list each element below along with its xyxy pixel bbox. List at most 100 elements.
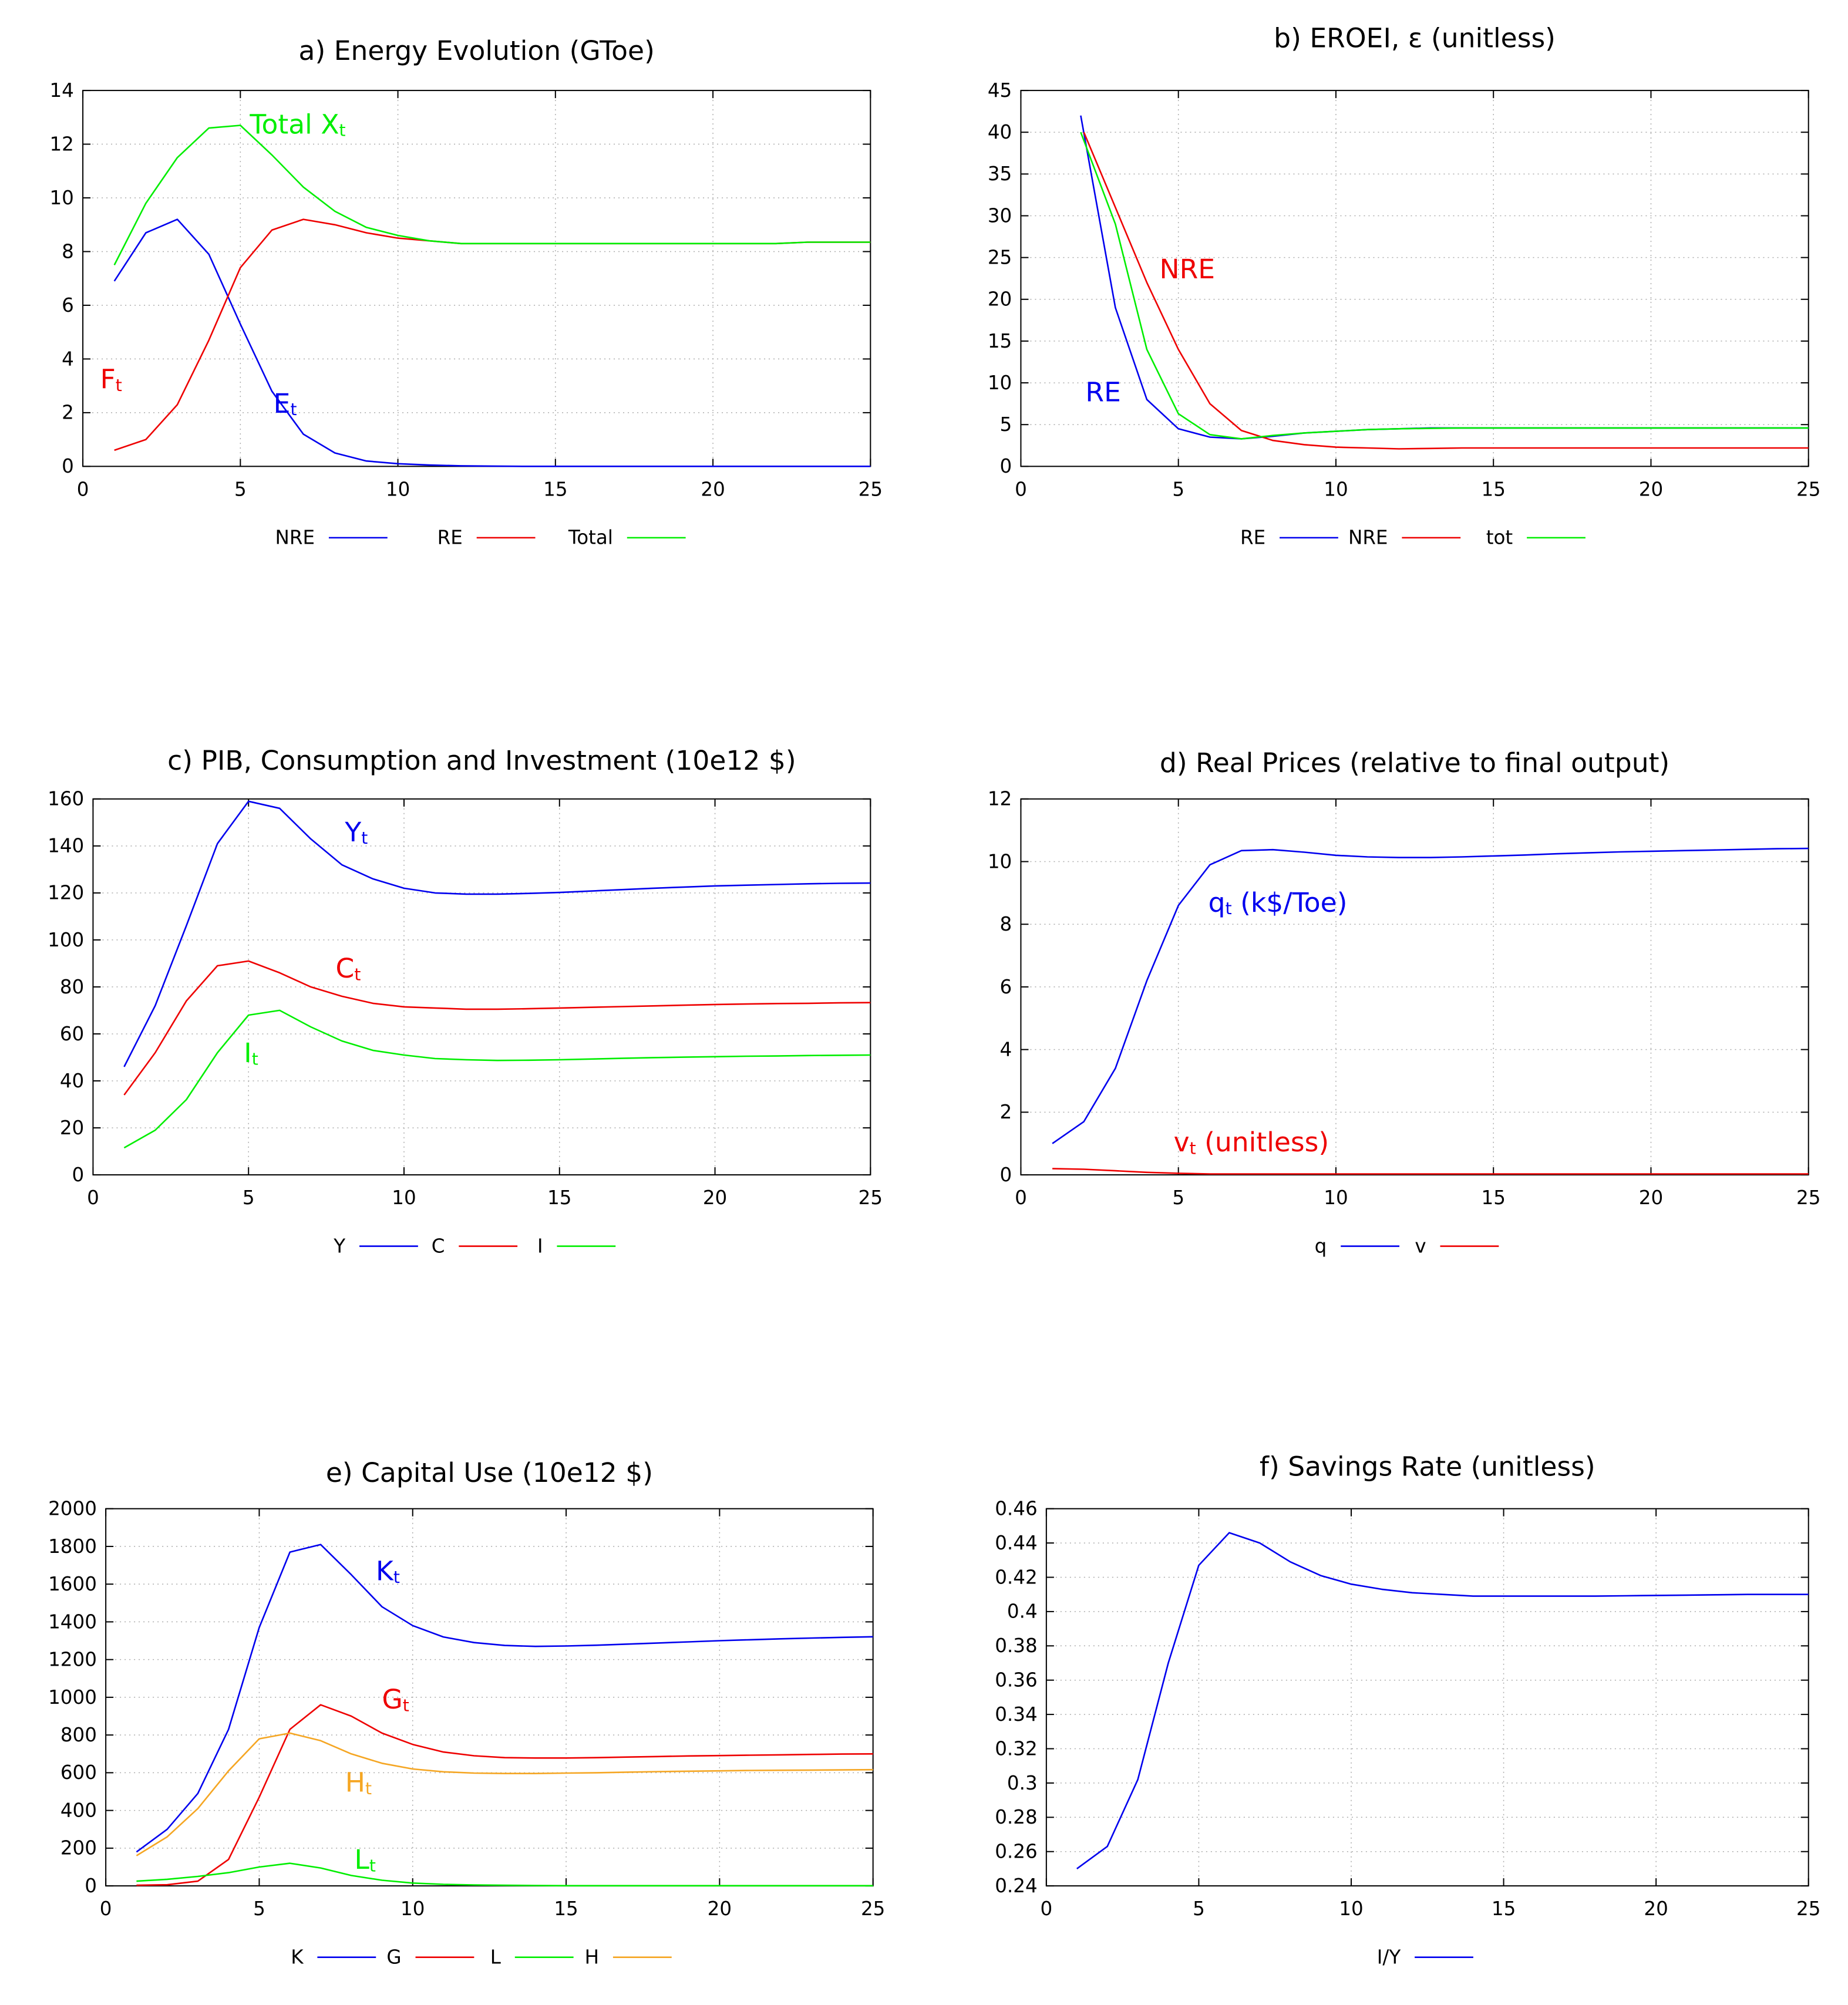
x-tick-label: 15 <box>1492 1898 1516 1920</box>
annotation-text: v <box>1174 1127 1190 1158</box>
y-tick-label: 0 <box>72 1164 85 1186</box>
y-tick-label: 0.46 <box>995 1498 1037 1520</box>
series-line-k <box>136 1544 873 1853</box>
annotation-label: vt (unitless) <box>1174 1127 1329 1158</box>
annotation-text: NRE <box>1160 254 1216 285</box>
x-tick-label: 20 <box>1639 478 1663 500</box>
chart-panel-c: c) PIB, Consumption and Investment (10e1… <box>48 745 883 1258</box>
x-tick-label: 15 <box>1481 478 1505 500</box>
annotation-label: Ft <box>100 364 122 395</box>
y-tick-label: 2 <box>1000 1101 1012 1123</box>
annotation-subscript: t <box>393 1568 400 1587</box>
x-tick-label: 0 <box>87 1187 99 1209</box>
x-tick-label: 15 <box>543 478 567 500</box>
plot-frame <box>1020 90 1809 467</box>
x-tick-label: 0 <box>77 478 89 500</box>
x-tick-label: 25 <box>1796 478 1820 500</box>
chart-title: c) PIB, Consumption and Investment (10e1… <box>167 745 796 776</box>
legend: RE NRE tot <box>1240 527 1586 549</box>
annotation-label: Ct <box>335 953 361 984</box>
chart-title: e) Capital Use (10e12 $) <box>326 1457 653 1488</box>
y-tick-label: 0.28 <box>995 1806 1037 1828</box>
legend-label: L <box>490 1946 501 1969</box>
legend-label: I/Y <box>1377 1946 1401 1969</box>
y-tick-label: 1400 <box>48 1610 97 1633</box>
annotation-text: H <box>345 1767 365 1798</box>
y-tick-label: 6 <box>1000 976 1012 998</box>
y-tick-label: 0 <box>85 1875 97 1897</box>
y-tick-label: 0.32 <box>995 1737 1037 1760</box>
y-tick-label: 8 <box>62 240 74 262</box>
y-tick-label: 12 <box>988 788 1012 810</box>
annotation-label: Yt <box>344 817 368 848</box>
y-tick-label: 1600 <box>48 1573 97 1595</box>
legend-label: v <box>1415 1235 1426 1257</box>
legend-label: q <box>1315 1235 1327 1257</box>
y-tick-label: 120 <box>48 882 84 904</box>
annotation-text: I <box>244 1037 251 1069</box>
y-tick-label: 0.3 <box>1007 1772 1038 1794</box>
x-tick-label: 0 <box>100 1898 112 1920</box>
x-tick-label: 5 <box>1193 1898 1205 1920</box>
y-tick-label: 30 <box>988 204 1012 227</box>
y-tick-label: 800 <box>60 1724 97 1746</box>
annotation-subscript: t <box>290 400 297 419</box>
y-tick-label: 0 <box>62 455 74 477</box>
x-tick-label: 5 <box>253 1898 265 1920</box>
y-tick-label: 0 <box>1000 1164 1012 1186</box>
y-tick-label: 35 <box>988 163 1012 185</box>
y-tick-label: 15 <box>988 330 1012 352</box>
series-line-g <box>136 1704 873 1886</box>
series-line-q <box>1052 847 1809 1144</box>
annotation-subscript: t <box>252 1049 258 1069</box>
x-tick-label: 10 <box>1324 1187 1348 1209</box>
y-tick-label: 160 <box>48 788 84 810</box>
series-line-total <box>113 124 871 265</box>
series-line-y <box>123 800 871 1067</box>
series-line-v <box>1052 1168 1809 1175</box>
y-tick-label: 8 <box>1000 913 1012 935</box>
annotation-subscript: t <box>403 1696 409 1716</box>
y-tick-label: 0.24 <box>995 1875 1037 1897</box>
y-tick-label: 0 <box>1000 455 1012 477</box>
annotation-label: Et <box>274 388 297 419</box>
y-tick-label: 0.4 <box>1007 1600 1038 1623</box>
x-tick-label: 10 <box>392 1187 416 1209</box>
y-tick-label: 2000 <box>48 1498 97 1520</box>
legend-label: Y <box>333 1235 345 1257</box>
annotation-subscript: t <box>1190 1138 1196 1158</box>
y-tick-label: 12 <box>49 133 73 155</box>
y-tick-label: 400 <box>60 1799 97 1821</box>
x-tick-label: 25 <box>1796 1898 1820 1920</box>
legend-label: H <box>585 1946 599 1969</box>
y-tick-label: 10 <box>988 372 1012 394</box>
series-line-l <box>136 1862 873 1887</box>
legend-label: NRE <box>275 527 315 549</box>
y-tick-label: 0.42 <box>995 1566 1037 1588</box>
annotation-subscript: t <box>365 1779 372 1798</box>
x-tick-label: 0 <box>1040 1898 1052 1920</box>
x-tick-label: 20 <box>1644 1898 1668 1920</box>
legend-label: K <box>291 1946 304 1969</box>
y-tick-label: 5 <box>1000 413 1012 436</box>
x-tick-label: 5 <box>243 1187 255 1209</box>
y-tick-label: 140 <box>48 835 84 857</box>
y-tick-label: 4 <box>1000 1038 1012 1060</box>
x-tick-label: 5 <box>1172 1187 1184 1209</box>
x-tick-label: 10 <box>400 1898 425 1920</box>
annotation-text: F <box>100 364 116 395</box>
legend-label: G <box>386 1946 401 1969</box>
y-tick-label: 45 <box>988 79 1012 102</box>
annotation-label: Kt <box>376 1556 400 1587</box>
x-tick-label: 15 <box>547 1187 571 1209</box>
x-tick-label: 10 <box>1324 478 1348 500</box>
x-tick-label: 15 <box>1481 1187 1505 1209</box>
y-tick-label: 20 <box>988 288 1012 311</box>
y-tick-label: 2 <box>62 402 74 424</box>
x-tick-label: 20 <box>708 1898 732 1920</box>
legend-label: tot <box>1486 527 1513 549</box>
chart-title: a) Energy Evolution (GToe) <box>299 35 655 66</box>
